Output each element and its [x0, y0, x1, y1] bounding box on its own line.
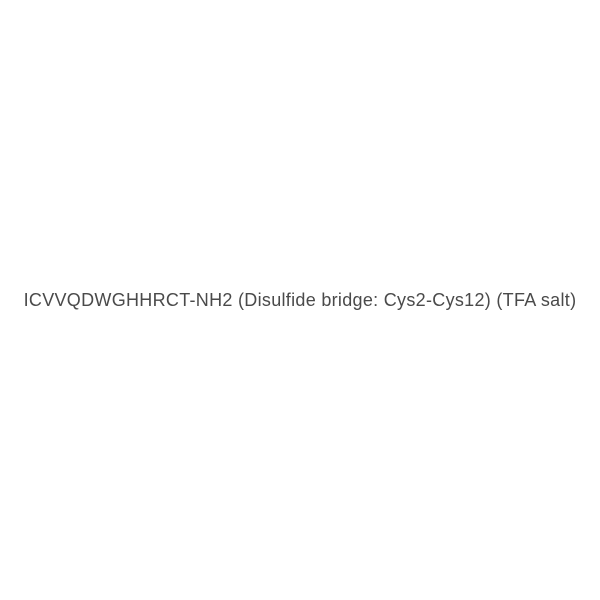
compound-name-label: ICVVQDWGHHRCT-NH2 (Disulfide bridge: Cys…	[24, 290, 577, 311]
